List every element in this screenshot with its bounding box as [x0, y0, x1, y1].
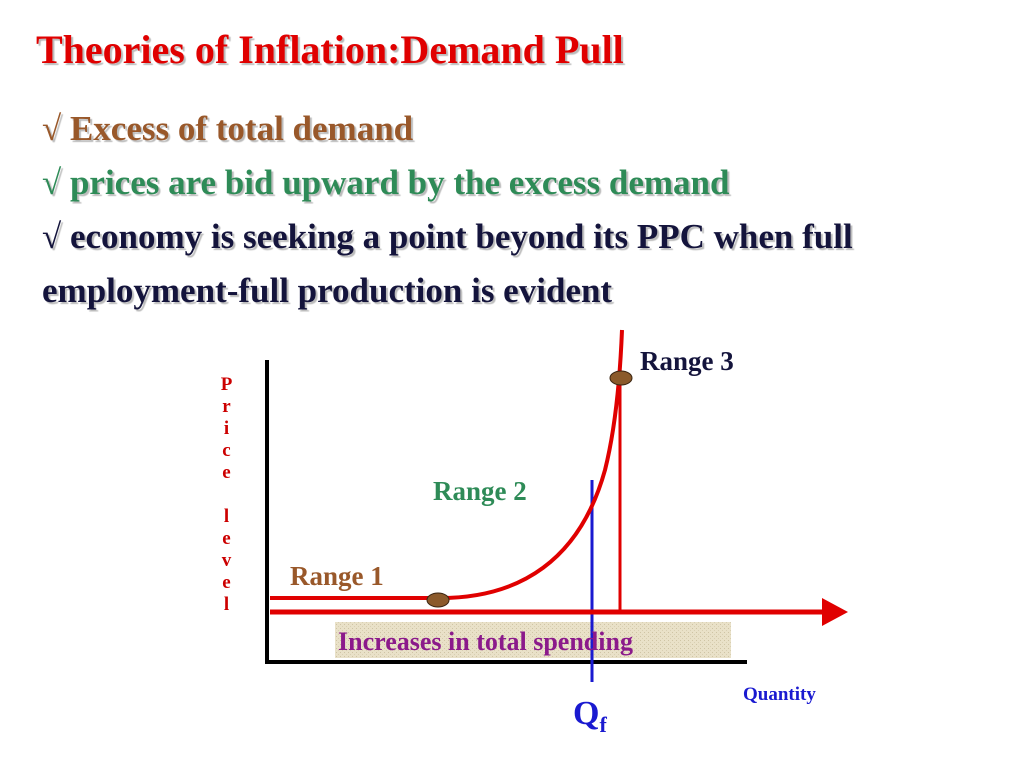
bullet: √ prices are bid upward by the excess de… — [42, 163, 730, 202]
range-label: Range 1 — [290, 561, 384, 591]
qf-label: Qf — [573, 695, 607, 737]
point — [426, 592, 450, 608]
supply-curve — [270, 329, 624, 600]
point — [609, 370, 633, 386]
slide-title: Theories of Inflation:Demand Pull — [36, 27, 624, 72]
range-label: Range 3 — [640, 346, 734, 376]
arrow-head — [822, 598, 848, 626]
y-axis-label: Price level — [216, 374, 237, 616]
label-box — [335, 622, 731, 658]
qf-sub: f — [599, 712, 607, 737]
qf-main: Q — [573, 695, 599, 732]
bullet: √ Excess of total demand — [42, 109, 414, 148]
bullet: √ economy is seeking a point beyond its … — [42, 217, 853, 310]
bullet-list: √ Excess of total demand √ prices are bi… — [42, 102, 972, 318]
arrow-label: Increases in total spending — [338, 627, 633, 656]
range-label: Range 2 — [433, 476, 527, 506]
x-axis-label: Quantity — [743, 684, 816, 705]
